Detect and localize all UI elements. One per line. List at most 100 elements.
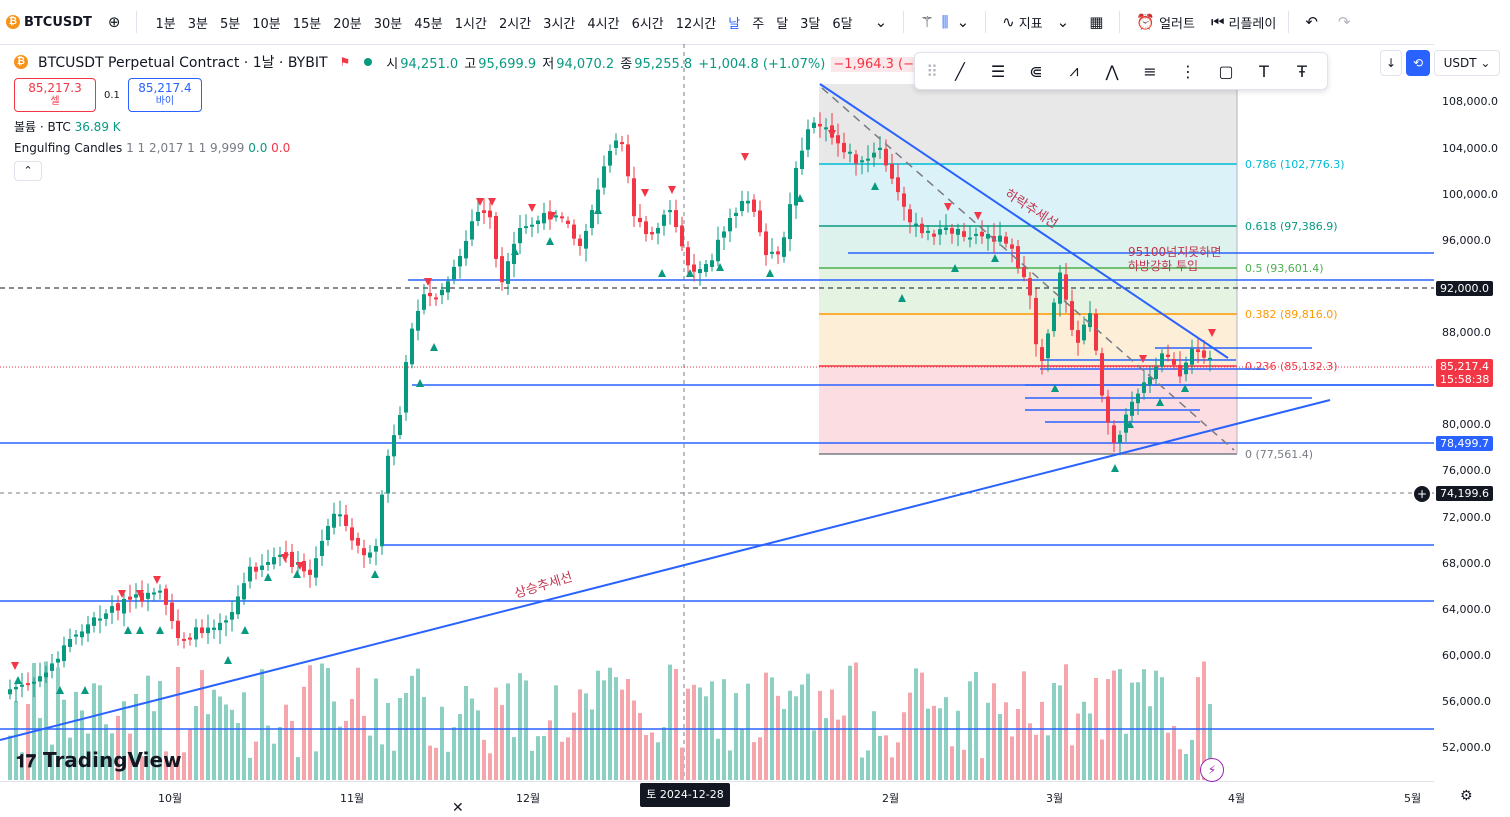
flag-icon[interactable]: ⚑ — [339, 55, 351, 69]
up-triangle-marker — [658, 269, 666, 277]
trendlines[interactable] — [0, 83, 1331, 741]
sell-button[interactable]: 85,217.3 셀 — [14, 78, 96, 112]
timeframe-14[interactable]: 날 — [728, 16, 741, 32]
chart-type-button[interactable]: ⚚ ⫼ ⌄ — [910, 0, 979, 44]
timeframe-0[interactable]: 1분 — [155, 16, 176, 32]
candle-body — [1208, 357, 1212, 361]
timeframe-9[interactable]: 2시간 — [498, 16, 532, 32]
timeframe-10[interactable]: 3시간 — [543, 16, 576, 32]
horizontal-lines[interactable] — [0, 252, 1434, 730]
abcd-pattern-icon[interactable]: ⋀ — [1105, 61, 1119, 81]
timeframe-16[interactable]: 달 — [776, 16, 789, 32]
divider — [985, 11, 987, 33]
candle-body — [1076, 330, 1080, 343]
close-icon[interactable]: ✕ — [452, 800, 464, 816]
volume-bar — [704, 696, 708, 780]
symbol-search[interactable]: ₿ BTCUSDT — [0, 0, 98, 44]
volume-bar — [1118, 669, 1122, 780]
price-chart[interactable]: 0.786 (102,776.3) 0.618 (97,386.9) 0.5 (93… — [0, 44, 1434, 780]
volume-bar — [296, 757, 300, 780]
volume-bar — [1088, 713, 1092, 780]
volume-bar — [1070, 745, 1074, 780]
plus-circle-icon: ⊕ — [107, 13, 121, 31]
volume-bar — [200, 670, 204, 780]
timeframe-2[interactable]: 5분 — [219, 16, 241, 32]
timeframe-13[interactable]: 12시간 — [675, 16, 717, 32]
up-triangle-marker — [766, 269, 774, 277]
low-value: 94,070.2 — [556, 56, 615, 72]
alert-button[interactable]: ⏰ 얼러트 — [1126, 0, 1201, 44]
volume-bar — [758, 737, 762, 780]
drawing-toolbar: ⠿ ╱ ☰ ⋐ ⩘ ⋀ ≡ ⋮ ▢ T Ŧ — [914, 52, 1328, 90]
candle-body — [416, 310, 420, 331]
candle-body — [170, 602, 174, 622]
volume-bar — [674, 669, 678, 780]
volume-bar — [638, 713, 642, 780]
undo-button[interactable]: ↶ — [1295, 0, 1328, 44]
elliott-wave-icon[interactable]: ⩘ — [1069, 61, 1079, 80]
timeframe-6[interactable]: 30분 — [373, 16, 403, 32]
volume-bar — [260, 669, 264, 780]
candle-body — [836, 135, 840, 144]
candle-body — [1178, 364, 1182, 377]
sync-button[interactable]: ⟲ — [1406, 50, 1430, 76]
trendline-tool-icon[interactable]: ╱ — [955, 61, 965, 81]
candle-body — [128, 596, 132, 600]
legend-title[interactable]: BTCUSDT Perpetual Contract · 1날 · BYBIT — [38, 55, 328, 71]
drag-handle-icon[interactable]: ⠿ — [926, 61, 938, 81]
candle-body — [434, 297, 438, 300]
add-alert-plus-icon[interactable]: + — [1414, 486, 1430, 502]
candle-body — [1022, 267, 1026, 278]
symbol-name: BTCUSDT — [24, 14, 92, 30]
text-note-icon[interactable]: Ŧ — [1297, 61, 1307, 81]
timeframe-8[interactable]: 1시간 — [454, 16, 487, 32]
candle-body — [638, 217, 642, 223]
volume-bar — [1046, 735, 1050, 780]
timeframe-3[interactable]: 10분 — [252, 16, 281, 32]
candle-body — [1010, 244, 1014, 249]
candle-body — [818, 123, 822, 127]
candle-body — [1106, 396, 1110, 423]
price-axis[interactable]: 108,000.0 104,000.0 100,000.0 96,000.0 92,00… — [1434, 44, 1510, 780]
buy-button[interactable]: 85,217.4 바이 — [127, 78, 202, 112]
collapse-legend-button[interactable]: ⌃ — [14, 161, 42, 181]
volume-bar — [728, 750, 732, 780]
arrow-down-button[interactable]: ↓ — [1380, 50, 1402, 76]
volume-legend[interactable]: 볼륨 · BTC 36.89 K — [14, 118, 964, 135]
candle-body — [878, 147, 882, 150]
timeframe-17[interactable]: 3달 — [800, 16, 821, 32]
replay-button[interactable]: ⏮ 리플레이 — [1201, 0, 1282, 44]
candle-body — [260, 565, 264, 570]
candle-body — [380, 494, 384, 547]
timeframe-7[interactable]: 45분 — [414, 16, 443, 32]
fib-retracement-icon[interactable]: ≡ — [1143, 61, 1157, 81]
fib-extension-icon[interactable]: ⋮ — [1180, 61, 1196, 81]
timeframe-15[interactable]: 주 — [752, 16, 765, 32]
lightning-icon[interactable]: ⚡ — [1200, 758, 1224, 782]
pitchfork-icon[interactable]: ⋐ — [1029, 61, 1043, 81]
timeframe-4[interactable]: 15분 — [292, 16, 322, 32]
layout-button[interactable]: ▦ — [1079, 0, 1113, 44]
volume-bar — [356, 667, 360, 780]
timeframe-1[interactable]: 3분 — [187, 16, 208, 32]
timeframe-11[interactable]: 4시간 — [587, 16, 620, 32]
timeframe-5[interactable]: 20분 — [333, 16, 362, 32]
redo-button[interactable]: ↷ — [1328, 0, 1361, 44]
parallel-channel-icon[interactable]: ☰ — [990, 61, 1006, 81]
timeframe-18[interactable]: 6달 — [832, 16, 853, 32]
currency-select[interactable]: USDT ⌄ — [1434, 50, 1500, 76]
top-toolbar: ₿ BTCUSDT ⊕ 1분 3분 5분 10분 15분 20분 30분 45분 1시간 2시간 3… — [0, 0, 1510, 45]
add-symbol-button[interactable]: ⊕ — [98, 0, 131, 44]
volume-bar — [584, 693, 588, 780]
replay-icon: ⏮ — [1210, 13, 1225, 31]
timeframe-dropdown[interactable]: ⌄ — [865, 0, 898, 44]
candle-body — [506, 261, 510, 284]
text-tool-icon[interactable]: T — [1259, 61, 1269, 81]
indicators-button[interactable]: ∿ 지표 ⌄ — [992, 0, 1079, 44]
rectangle-tool-icon[interactable]: ▢ — [1218, 61, 1234, 81]
indicator-legend[interactable]: Engulfing Candles 1 1 2,017 1 1 9,999 0.… — [14, 141, 964, 155]
volume-bar — [884, 735, 888, 780]
settings-gear-icon[interactable]: ⚙ — [1460, 788, 1473, 804]
timeframe-12[interactable]: 6시간 — [631, 16, 664, 32]
candle-body — [446, 281, 450, 293]
